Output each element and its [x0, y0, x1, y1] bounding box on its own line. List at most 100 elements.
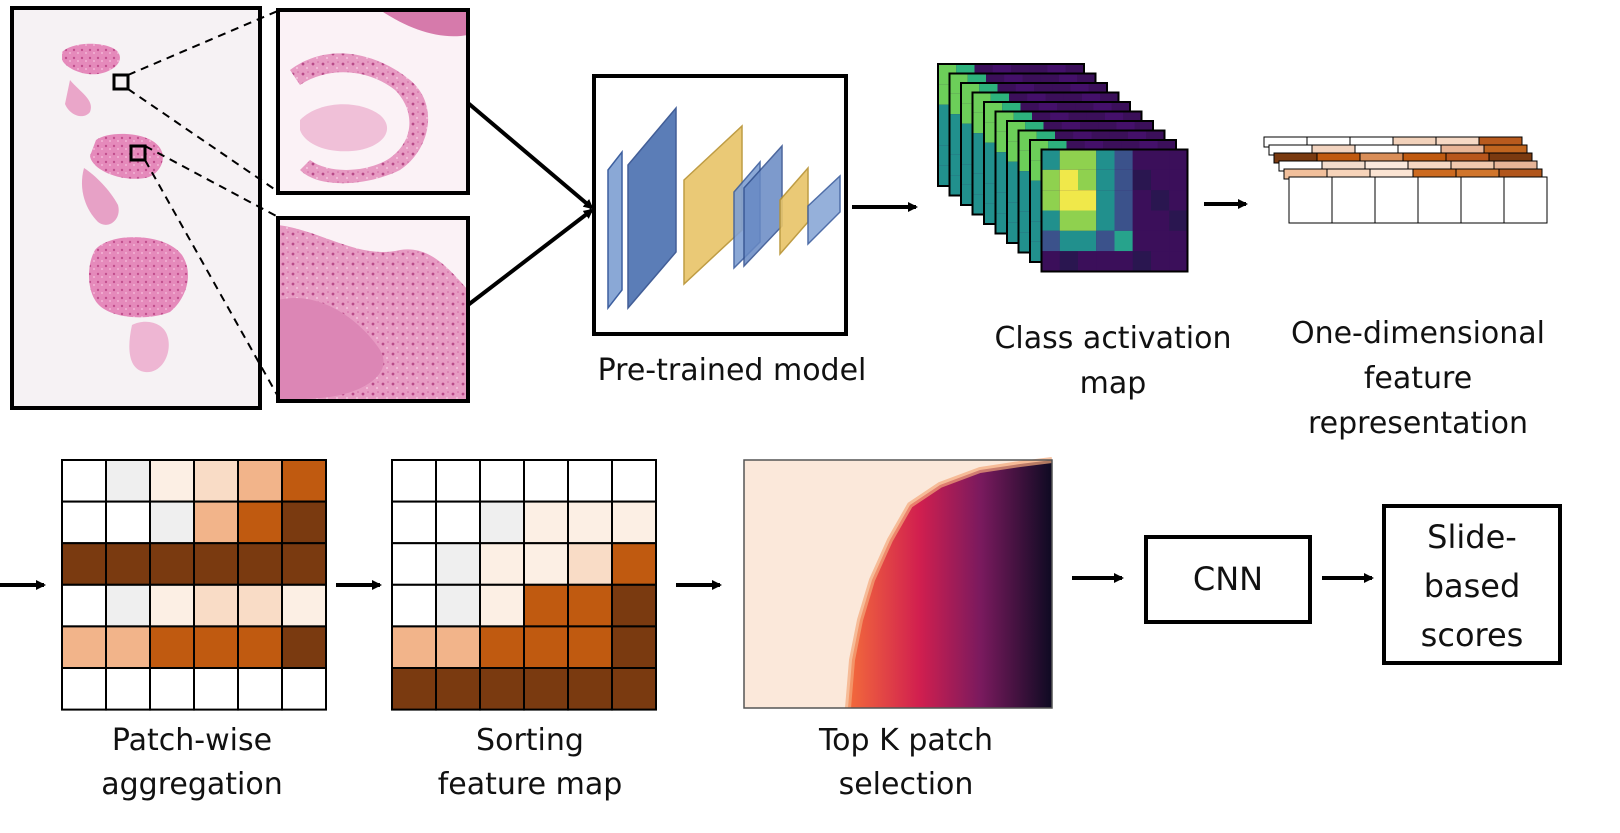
patchwise-cell — [237, 459, 283, 503]
patchwise-cell — [105, 500, 151, 545]
patchwise-cell — [193, 667, 239, 711]
slide-scores-line1: Slide- — [1427, 518, 1517, 556]
sorting-cell — [523, 542, 569, 586]
patchwise-aggregation-grid — [61, 459, 327, 711]
patchwise-cell — [193, 500, 239, 545]
one-dimensional-feature-stack — [1263, 136, 1548, 224]
patchwise-cell — [61, 459, 107, 503]
patchwise-cell — [61, 542, 107, 586]
sorting-cell — [567, 542, 613, 586]
sorting-label-line2: feature map — [438, 767, 623, 802]
sorting-cell — [391, 667, 437, 711]
patchwise-cell — [281, 542, 327, 586]
feature-vector-layer — [1283, 168, 1543, 180]
sorting-cell — [435, 667, 481, 711]
patchwise-cell — [61, 667, 107, 711]
sorting-cell — [567, 500, 613, 545]
patchwise-cell — [61, 625, 107, 670]
whole-slide-image — [10, 6, 281, 410]
patchwise-cell — [105, 542, 151, 586]
sorting-cell — [611, 542, 657, 586]
sorting-cell — [391, 625, 437, 670]
feature-vector-layer — [1268, 144, 1528, 156]
sorting-cell — [435, 500, 481, 545]
sorting-feature-map-grid — [391, 459, 657, 711]
patchwise-cell — [149, 542, 195, 586]
sorting-cell — [479, 583, 525, 628]
sorting-cell — [611, 667, 657, 711]
patchwise-cell — [149, 459, 195, 503]
onedim-label-line2: feature — [1364, 361, 1472, 396]
patchwise-cell — [281, 459, 327, 503]
patchwise-cell — [193, 625, 239, 670]
sorting-cell — [479, 500, 525, 545]
patchwise-cell — [105, 667, 151, 711]
patchwise-cell — [281, 500, 327, 545]
patchwise-cell — [105, 625, 151, 670]
cam-label-line1: Class activation — [994, 321, 1231, 356]
onedim-label-line3: representation — [1308, 406, 1528, 441]
sorting-cell — [523, 459, 569, 503]
cnn-box: CNN — [1144, 535, 1312, 624]
sorting-cell — [611, 459, 657, 503]
patchwise-cell — [237, 500, 283, 545]
cam-label-line2: map — [1080, 366, 1147, 401]
sorting-cell — [391, 500, 437, 545]
sorting-cell — [523, 583, 569, 628]
patchwise-cell — [149, 500, 195, 545]
topk-label-line2: selection — [839, 767, 974, 802]
patchwise-cell — [61, 500, 107, 545]
patchwise-label-line1: Patch-wise — [112, 723, 272, 758]
cnn-label: CNN — [1193, 560, 1263, 598]
slide-scores-line2: based — [1424, 567, 1521, 605]
sorting-cell — [523, 667, 569, 711]
patchwise-cell — [237, 542, 283, 586]
patchwise-cell — [149, 583, 195, 628]
patchwise-cell — [105, 459, 151, 503]
patchwise-cell — [237, 625, 283, 670]
slide-scores-line3: scores — [1421, 616, 1524, 654]
sorting-cell — [391, 459, 437, 503]
sorting-cell — [567, 667, 613, 711]
sorting-cell — [435, 583, 481, 628]
sorting-cell — [523, 500, 569, 545]
onedim-label-line1: One-dimensional — [1291, 316, 1545, 351]
patchwise-cell — [281, 625, 327, 670]
patchwise-label-line2: aggregation — [101, 767, 283, 802]
cam-layer — [1040, 148, 1189, 273]
sorting-cell — [435, 542, 481, 586]
sorting-cell — [567, 583, 613, 628]
sorting-cell — [479, 459, 525, 503]
slide-scores-box: Slide- based scores — [1382, 504, 1562, 665]
tissue-patch-2 — [276, 216, 470, 403]
patchwise-cell — [281, 667, 327, 711]
sorting-cell — [435, 625, 481, 670]
patchwise-cell — [193, 542, 239, 586]
topk-heatmap — [743, 457, 1053, 709]
patchwise-cell — [61, 583, 107, 628]
sorting-cell — [479, 542, 525, 586]
sorting-cell — [391, 583, 437, 628]
sorting-cell — [567, 459, 613, 503]
patchwise-cell — [237, 667, 283, 711]
sorting-cell — [611, 625, 657, 670]
sorting-cell — [611, 583, 657, 628]
patchwise-cell — [237, 583, 283, 628]
patchwise-cell — [193, 583, 239, 628]
patchwise-cell — [193, 459, 239, 503]
topk-label-line1: Top K patch — [818, 723, 993, 758]
patchwise-cell — [149, 667, 195, 711]
pretrained-model-label: Pre-trained model — [598, 353, 867, 388]
sorting-cell — [523, 625, 569, 670]
tissue-patch-1 — [276, 8, 470, 195]
feature-vector-layer — [1288, 176, 1548, 224]
class-activation-map-stack — [937, 63, 1189, 273]
arrow-patch2-to-model — [466, 208, 594, 307]
sorting-cell — [479, 625, 525, 670]
arrow-patch1-to-model — [466, 101, 594, 210]
patchwise-cell — [149, 625, 195, 670]
sorting-cell — [479, 667, 525, 711]
sorting-cell — [567, 625, 613, 670]
patchwise-cell — [105, 583, 151, 628]
